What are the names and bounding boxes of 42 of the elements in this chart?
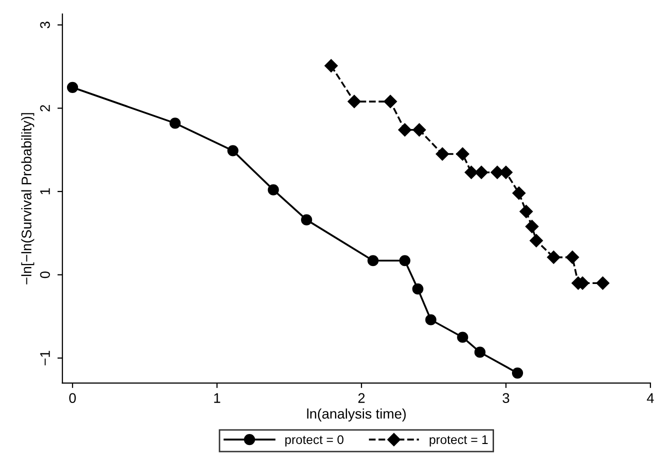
- y-tick-label: 0: [40, 271, 50, 278]
- point: [530, 234, 543, 248]
- x-tick-label: 3: [502, 393, 510, 403]
- point: [412, 123, 426, 136]
- point: [456, 147, 470, 161]
- legend-label: protect = 0: [285, 435, 344, 447]
- point: [384, 94, 397, 108]
- point: [324, 59, 338, 72]
- point: [170, 118, 181, 129]
- point: [525, 220, 539, 234]
- x-tick-label: 1: [214, 393, 220, 403]
- point: [268, 184, 279, 196]
- x-tick-label: 0: [69, 393, 76, 403]
- point: [474, 166, 488, 179]
- point: [547, 250, 560, 264]
- point: [425, 314, 436, 326]
- legend-label: protect = 1: [430, 435, 488, 447]
- point: [227, 145, 238, 156]
- point: [367, 255, 379, 266]
- point: [399, 255, 410, 266]
- x-tick-label: 2: [358, 393, 365, 403]
- point: [301, 214, 312, 226]
- y-axis-title: −ln[−ln(Survival Probability)]: [21, 113, 34, 284]
- point: [66, 82, 78, 93]
- x-tick-label: 4: [646, 393, 654, 403]
- point: [464, 166, 478, 179]
- point: [512, 368, 524, 379]
- point: [457, 332, 468, 343]
- point: [412, 283, 424, 294]
- y-tick-label: 1: [40, 188, 50, 194]
- point: [398, 123, 412, 136]
- y-tick-label: 2: [40, 105, 50, 112]
- y-tick-label: −1: [40, 350, 50, 366]
- point: [474, 346, 486, 358]
- point: [348, 94, 361, 108]
- point: [436, 147, 449, 161]
- y-tick-label: 3: [40, 22, 50, 28]
- point: [566, 250, 579, 264]
- x-axis-title: ln(analysis time): [307, 408, 406, 422]
- point: [512, 186, 526, 200]
- point: [596, 276, 610, 290]
- point: [520, 204, 533, 218]
